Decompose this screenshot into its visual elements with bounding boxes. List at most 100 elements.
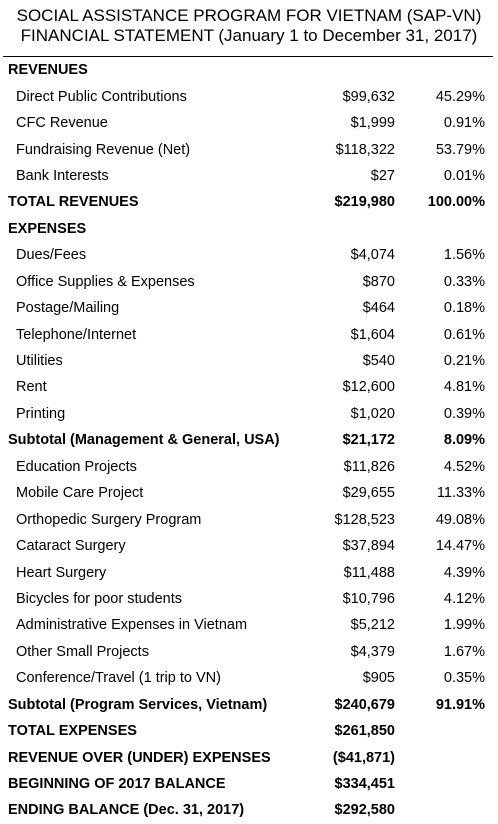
row-amount: $1,020 bbox=[350, 405, 395, 422]
row-percent: 11.33% bbox=[436, 485, 485, 502]
table-row: Cataract Surgery $37,894 14.47% bbox=[3, 533, 493, 559]
title-line-2: FINANCIAL STATEMENT (January 1 to Decemb… bbox=[20, 26, 478, 45]
table-row: Other Small Projects $4,379 1.67% bbox=[3, 639, 493, 665]
row-amount: $11,826 bbox=[343, 458, 395, 475]
row-percent: 0.35% bbox=[443, 670, 485, 687]
row-amount: $1,604 bbox=[350, 326, 395, 343]
table-row: Dues/Fees $4,074 1.56% bbox=[3, 242, 493, 268]
row-percent: 1.99% bbox=[443, 617, 485, 634]
row-label: Orthopedic Surgery Program bbox=[16, 511, 202, 528]
total-row: ENDING BALANCE (Dec. 31, 2017) $292,580 bbox=[3, 797, 493, 823]
row-label: Fundraising Revenue (Net) bbox=[16, 141, 191, 158]
row-label: Subtotal (Program Services, Vietnam) bbox=[8, 696, 268, 713]
table-row: Telephone/Internet $1,604 0.61% bbox=[3, 321, 493, 347]
row-percent: 0.33% bbox=[443, 273, 485, 290]
row-amount: $128,523 bbox=[334, 511, 395, 528]
row-label: Printing bbox=[16, 405, 66, 422]
row-percent: 4.12% bbox=[443, 590, 485, 607]
statement-table: REVENUES Direct Public Contributions $99,6… bbox=[3, 56, 493, 824]
row-amount: $540 bbox=[362, 353, 395, 370]
row-label: Telephone/Internet bbox=[16, 326, 137, 343]
row-label: Administrative Expenses in Vietnam bbox=[16, 617, 248, 634]
row-amount: $12,600 bbox=[342, 379, 395, 396]
row-percent: 100.00% bbox=[427, 194, 485, 211]
row-amount: $10,796 bbox=[342, 590, 395, 607]
row-percent: 1.67% bbox=[443, 643, 485, 660]
row-label: TOTAL EXPENSES bbox=[8, 723, 137, 740]
row-label: REVENUE OVER (UNDER) EXPENSES bbox=[8, 749, 271, 766]
row-percent: 91.91% bbox=[435, 696, 485, 713]
table-row: Heart Surgery $11,488 4.39% bbox=[3, 559, 493, 585]
row-label: Other Small Projects bbox=[16, 643, 149, 660]
table-row: CFC Revenue $1,999 0.91% bbox=[3, 110, 493, 136]
table-row: Printing $1,020 0.39% bbox=[3, 401, 493, 427]
row-percent: 0.18% bbox=[443, 300, 485, 317]
row-label: Education Projects bbox=[16, 458, 137, 475]
row-amount: $870 bbox=[362, 273, 395, 290]
row-label: Subtotal (Management & General, USA) bbox=[8, 432, 280, 449]
row-amount: $27 bbox=[370, 167, 395, 184]
table-row: Mobile Care Project $29,655 11.33% bbox=[3, 480, 493, 506]
row-label: Postage/Mailing bbox=[16, 300, 120, 317]
table-row: Rent $12,600 4.81% bbox=[3, 374, 493, 400]
row-amount: $5,212 bbox=[350, 617, 395, 634]
total-row: BEGINNING OF 2017 BALANCE $334,451 bbox=[3, 771, 493, 797]
row-label: Office Supplies & Expenses bbox=[16, 273, 195, 290]
row-amount: $118,322 bbox=[335, 141, 395, 158]
row-percent: 0.91% bbox=[443, 115, 485, 132]
total-row: Subtotal (Program Services, Vietnam) $240… bbox=[3, 692, 493, 718]
row-label: Direct Public Contributions bbox=[16, 88, 187, 105]
row-percent: 4.81% bbox=[443, 379, 485, 396]
section-header-row: EXPENSES bbox=[3, 216, 493, 242]
row-amount: $11,488 bbox=[343, 564, 395, 581]
row-amount: $240,679 bbox=[334, 696, 395, 713]
row-percent: 4.39% bbox=[443, 564, 485, 581]
row-label: Utilities bbox=[16, 353, 63, 370]
row-amount: $219,980 bbox=[334, 194, 395, 211]
row-percent: 49.08% bbox=[435, 511, 485, 528]
total-row: TOTAL REVENUES $219,980 100.00% bbox=[3, 189, 493, 215]
row-amount: $4,074 bbox=[350, 247, 395, 264]
section-header-row: REVENUES bbox=[3, 57, 493, 83]
table-row: Office Supplies & Expenses $870 0.33% bbox=[3, 269, 493, 295]
row-label: Dues/Fees bbox=[16, 247, 87, 264]
row-label: BEGINNING OF 2017 BALANCE bbox=[8, 776, 226, 793]
row-amount: $292,580 bbox=[334, 802, 395, 819]
row-amount: $334,451 bbox=[334, 776, 395, 793]
table-row: Administrative Expenses in Vietnam $5,212… bbox=[3, 612, 493, 638]
row-percent: 14.47% bbox=[435, 538, 485, 555]
row-percent: 0.61% bbox=[443, 326, 485, 343]
row-percent: 8.09% bbox=[443, 432, 485, 449]
row-amount: $464 bbox=[362, 300, 395, 317]
table-row: Education Projects $11,826 4.52% bbox=[3, 454, 493, 480]
row-percent: 0.01% bbox=[443, 167, 485, 184]
row-label: ENDING BALANCE (Dec. 31, 2017) bbox=[8, 802, 245, 819]
row-amount: $37,894 bbox=[342, 538, 395, 555]
title-line-1: SOCIAL ASSISTANCE PROGRAM FOR VIETNAM (S… bbox=[16, 6, 482, 25]
row-label: TOTAL REVENUES bbox=[8, 194, 139, 211]
row-label: Cataract Surgery bbox=[16, 538, 126, 555]
table-row: Fundraising Revenue (Net) $118,322 53.79% bbox=[3, 136, 493, 162]
table-row: Conference/Travel (1 trip to VN) $905 0.35… bbox=[3, 665, 493, 691]
row-label: Conference/Travel (1 trip to VN) bbox=[16, 670, 221, 687]
total-row: Subtotal (Management & General, USA) $21,… bbox=[3, 427, 493, 453]
row-amount: $905 bbox=[362, 670, 395, 687]
row-percent: 53.79% bbox=[435, 141, 485, 158]
row-percent: 1.56% bbox=[443, 247, 485, 264]
table-row: Utilities $540 0.21% bbox=[3, 348, 493, 374]
table-row: Bicycles for poor students $10,796 4.12% bbox=[3, 586, 493, 612]
total-row: REVENUE OVER (UNDER) EXPENSES ($41,871) bbox=[3, 744, 493, 770]
row-amount: $21,172 bbox=[342, 432, 395, 449]
table-row: Orthopedic Surgery Program $128,523 49.08% bbox=[3, 506, 493, 532]
statement-title: SOCIAL ASSISTANCE PROGRAM FOR VIETNAM (S… bbox=[0, 0, 498, 46]
row-percent: 4.52% bbox=[443, 458, 485, 475]
total-row: TOTAL EXPENSES $261,850 bbox=[3, 718, 493, 744]
row-label: REVENUES bbox=[8, 62, 88, 79]
row-percent: 0.39% bbox=[443, 405, 485, 422]
row-percent: 0.21% bbox=[443, 353, 485, 370]
row-amount: $4,379 bbox=[350, 643, 395, 660]
row-label: Bicycles for poor students bbox=[16, 590, 183, 607]
row-label: EXPENSES bbox=[8, 220, 87, 237]
row-amount: $261,850 bbox=[334, 723, 395, 740]
